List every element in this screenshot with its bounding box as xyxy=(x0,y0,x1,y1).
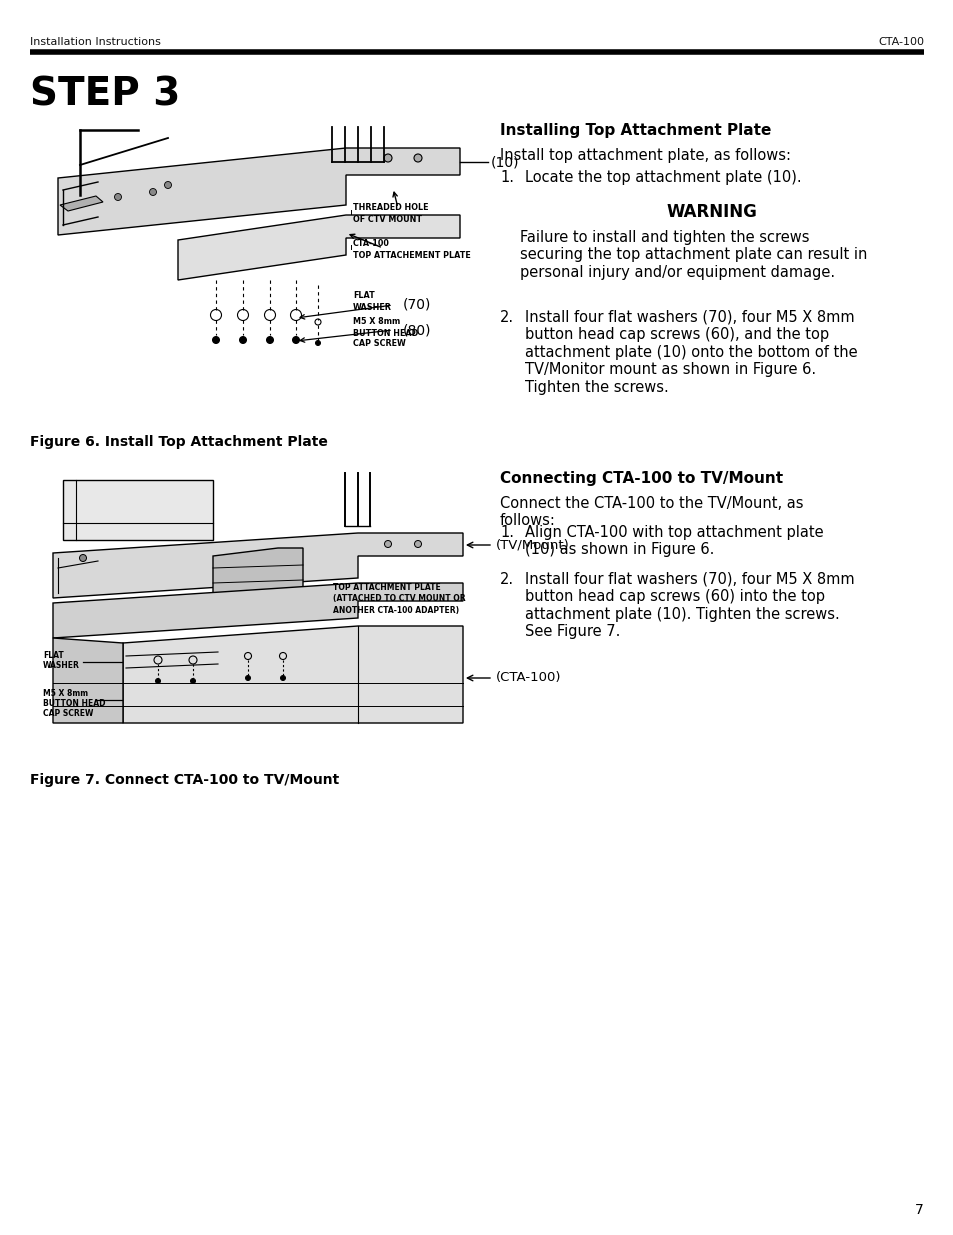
Circle shape xyxy=(213,336,219,343)
Circle shape xyxy=(293,336,299,343)
Text: BUTTON HEAD: BUTTON HEAD xyxy=(43,699,106,708)
Circle shape xyxy=(155,678,160,683)
Text: WASHER: WASHER xyxy=(43,662,80,671)
Circle shape xyxy=(191,678,195,683)
Text: 7: 7 xyxy=(914,1203,923,1216)
Text: BUTTON HEAD: BUTTON HEAD xyxy=(353,329,417,337)
Circle shape xyxy=(315,341,320,346)
Circle shape xyxy=(79,555,87,562)
Text: FLAT: FLAT xyxy=(43,652,64,661)
Text: Installing Top Attachment Plate: Installing Top Attachment Plate xyxy=(499,124,771,138)
Circle shape xyxy=(164,182,172,189)
Text: TOP ATTACHMENT PLATE: TOP ATTACHMENT PLATE xyxy=(333,583,440,593)
Text: TOP ATTACHEMENT PLATE: TOP ATTACHEMENT PLATE xyxy=(353,251,470,259)
Text: Connect the CTA-100 to the TV/Mount, as
follows:: Connect the CTA-100 to the TV/Mount, as … xyxy=(499,496,802,529)
Text: 1.: 1. xyxy=(499,170,514,185)
Text: Figure 7. Connect CTA-100 to TV/Mount: Figure 7. Connect CTA-100 to TV/Mount xyxy=(30,773,339,787)
Text: Figure 6. Install Top Attachment Plate: Figure 6. Install Top Attachment Plate xyxy=(30,435,328,450)
Polygon shape xyxy=(58,148,459,235)
Polygon shape xyxy=(178,215,459,280)
Text: (10): (10) xyxy=(491,156,519,169)
Text: WASHER: WASHER xyxy=(353,304,392,312)
Text: (80): (80) xyxy=(402,324,431,337)
Text: Failure to install and tighten the screws
securing the top attachment plate can : Failure to install and tighten the screw… xyxy=(519,230,866,280)
Text: (TV/Mount): (TV/Mount) xyxy=(496,538,569,552)
Text: THREADED HOLE: THREADED HOLE xyxy=(353,204,428,212)
Circle shape xyxy=(266,336,274,343)
Polygon shape xyxy=(53,638,123,722)
Circle shape xyxy=(414,154,421,162)
Text: Connecting CTA-100 to TV/Mount: Connecting CTA-100 to TV/Mount xyxy=(499,471,782,487)
Circle shape xyxy=(245,676,251,680)
Polygon shape xyxy=(63,480,213,540)
Circle shape xyxy=(150,189,156,195)
Text: Install four flat washers (70), four M5 X 8mm
button head cap screws (60) into t: Install four flat washers (70), four M5 … xyxy=(524,572,854,640)
Text: 1.: 1. xyxy=(499,525,514,540)
Text: M5 X 8mm: M5 X 8mm xyxy=(43,688,88,698)
Text: CTA-100: CTA-100 xyxy=(353,238,390,247)
Circle shape xyxy=(384,541,391,547)
Circle shape xyxy=(239,336,246,343)
Circle shape xyxy=(384,154,392,162)
Text: Install top attachment plate, as follows:: Install top attachment plate, as follows… xyxy=(499,148,790,163)
Polygon shape xyxy=(53,583,462,638)
Text: CTA-100: CTA-100 xyxy=(877,37,923,47)
Circle shape xyxy=(414,541,421,547)
Text: Locate the top attachment plate (10).: Locate the top attachment plate (10). xyxy=(524,170,801,185)
Text: Align CTA-100 with top attachment plate
(10) as shown in Figure 6.: Align CTA-100 with top attachment plate … xyxy=(524,525,822,557)
Text: (ATTACHED TO CTV MOUNT OR: (ATTACHED TO CTV MOUNT OR xyxy=(333,594,465,604)
Text: Install four flat washers (70), four M5 X 8mm
button head cap screws (60), and t: Install four flat washers (70), four M5 … xyxy=(524,310,857,395)
Polygon shape xyxy=(123,626,462,722)
Polygon shape xyxy=(53,534,462,598)
Text: (CTA-100): (CTA-100) xyxy=(496,672,561,684)
Text: STEP 3: STEP 3 xyxy=(30,75,180,112)
Text: M5 X 8mm: M5 X 8mm xyxy=(353,317,400,326)
Text: WARNING: WARNING xyxy=(666,203,757,221)
Text: 2.: 2. xyxy=(499,572,514,587)
Text: FLAT: FLAT xyxy=(353,291,375,300)
Text: CAP SCREW: CAP SCREW xyxy=(353,340,405,348)
Text: OF CTV MOUNT: OF CTV MOUNT xyxy=(353,215,421,225)
Polygon shape xyxy=(60,196,103,211)
Text: CAP SCREW: CAP SCREW xyxy=(43,709,93,718)
Text: (70): (70) xyxy=(402,298,431,312)
Text: Installation Instructions: Installation Instructions xyxy=(30,37,161,47)
Polygon shape xyxy=(213,548,303,606)
Circle shape xyxy=(114,194,121,200)
Text: ANOTHER CTA-100 ADAPTER): ANOTHER CTA-100 ADAPTER) xyxy=(333,605,458,615)
Circle shape xyxy=(280,676,285,680)
Text: 2.: 2. xyxy=(499,310,514,325)
